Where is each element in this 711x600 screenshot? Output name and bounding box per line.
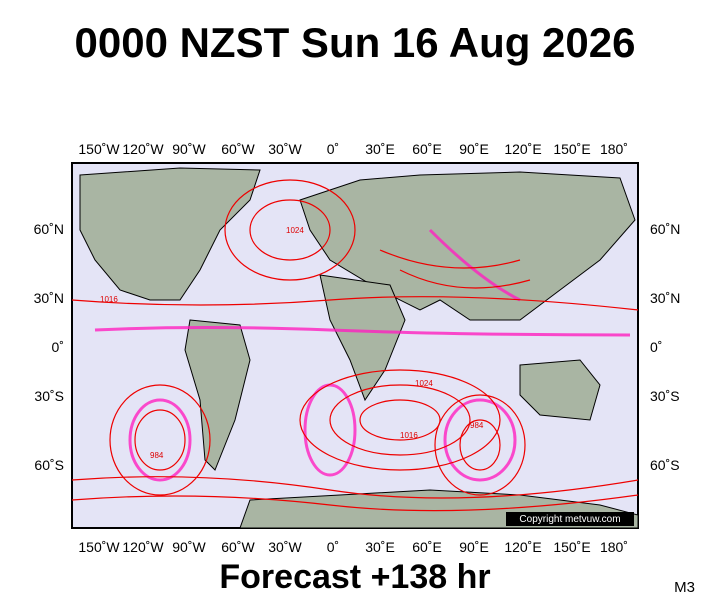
lon-label-bottom: 120˚E [504, 539, 541, 555]
lon-label-bottom: 90˚E [459, 539, 489, 555]
lon-label-top: 90˚W [172, 141, 206, 157]
isobar-label: 984 [470, 421, 484, 430]
copyright: Copyright metvuw.com [519, 514, 620, 525]
isobar-label: 1016 [400, 431, 418, 440]
lon-label-top: 30˚E [365, 141, 395, 157]
lon-label-top: 150˚E [553, 141, 590, 157]
precipitation [94, 228, 631, 482]
lon-label-bottom: 150˚E [553, 539, 590, 555]
lon-label-top: 150˚W [78, 141, 120, 157]
lat-label-right: 60˚S [650, 457, 680, 473]
lon-label-bottom: 150˚W [78, 539, 120, 555]
lon-label-bottom: 120˚W [122, 539, 164, 555]
lon-label-bottom: 180˚ [600, 539, 628, 555]
lon-label-top: 180˚ [600, 141, 628, 157]
isobar-label: 1024 [286, 226, 304, 235]
lat-label-right: 0˚ [650, 339, 662, 355]
lat-label-left: 0˚ [52, 339, 64, 355]
lon-label-top: 60˚E [412, 141, 442, 157]
isobar-label: 984 [150, 451, 164, 460]
lat-label-left: 30˚N [34, 290, 64, 306]
lon-label-bottom: 60˚E [412, 539, 442, 555]
lat-label-left: 60˚S [34, 457, 64, 473]
lon-label-bottom: 30˚W [268, 539, 302, 555]
lon-label-top: 120˚W [122, 141, 164, 157]
lon-label-top: 60˚W [221, 141, 255, 157]
map-frame: 1016 1024 1016 984 984 1024 Copyright me… [71, 162, 639, 529]
lon-label-bottom: 60˚W [221, 539, 255, 555]
lon-label-bottom: 0˚ [327, 539, 339, 555]
title: 0000 NZST Sun 16 Aug 2026 [75, 19, 636, 66]
forecast-label: Forecast +138 hr [219, 558, 490, 596]
lat-label-right: 30˚S [650, 388, 680, 404]
lon-label-bottom: 30˚E [365, 539, 395, 555]
isobars [71, 179, 639, 512]
isobar-label: 1016 [100, 295, 118, 304]
lon-label-top: 0˚ [327, 141, 339, 157]
lat-label-left: 60˚N [34, 221, 64, 237]
lat-label-right: 30˚N [650, 290, 680, 306]
isobar-label: 1024 [415, 379, 433, 388]
lon-label-top: 120˚E [504, 141, 541, 157]
model-code: M3 [674, 579, 695, 596]
lon-label-bottom: 90˚W [172, 539, 206, 555]
lat-label-left: 30˚S [34, 388, 64, 404]
copyright-box [506, 512, 634, 526]
lon-label-top: 30˚W [268, 141, 302, 157]
land [79, 167, 639, 529]
lon-label-top: 90˚E [459, 141, 489, 157]
lat-label-right: 60˚N [650, 221, 680, 237]
